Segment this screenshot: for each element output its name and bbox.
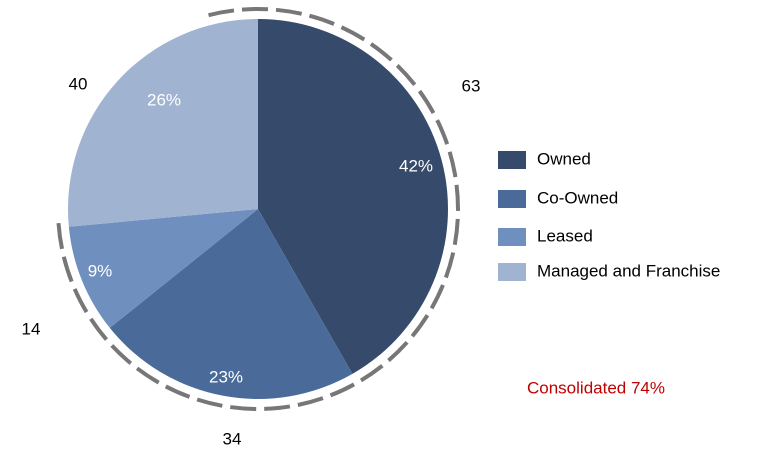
annotation: Consolidated 74% (527, 378, 665, 397)
legend-label: Managed and Franchise (537, 261, 720, 280)
count-label: 14 (22, 319, 41, 338)
legend-label: Leased (537, 226, 593, 245)
share-label: 26% (147, 90, 181, 109)
legend-swatch (498, 190, 526, 208)
pie-slice (109, 209, 353, 399)
pie-slice (67, 19, 258, 227)
legend-swatch (498, 228, 526, 246)
legend-swatch (498, 151, 526, 169)
legend-swatch (498, 263, 526, 281)
pie-slice (258, 19, 449, 374)
share-label: 42% (399, 156, 433, 175)
count-label: 63 (462, 76, 481, 95)
consolidated-arc (56, 7, 460, 411)
legend-label: Owned (537, 149, 591, 168)
share-label: 9% (88, 261, 113, 280)
pie-slice (68, 209, 259, 328)
count-label: 40 (69, 74, 88, 93)
legend-label: Co-Owned (537, 188, 618, 207)
share-label: 23% (209, 367, 243, 386)
count-label: 34 (223, 429, 242, 448)
